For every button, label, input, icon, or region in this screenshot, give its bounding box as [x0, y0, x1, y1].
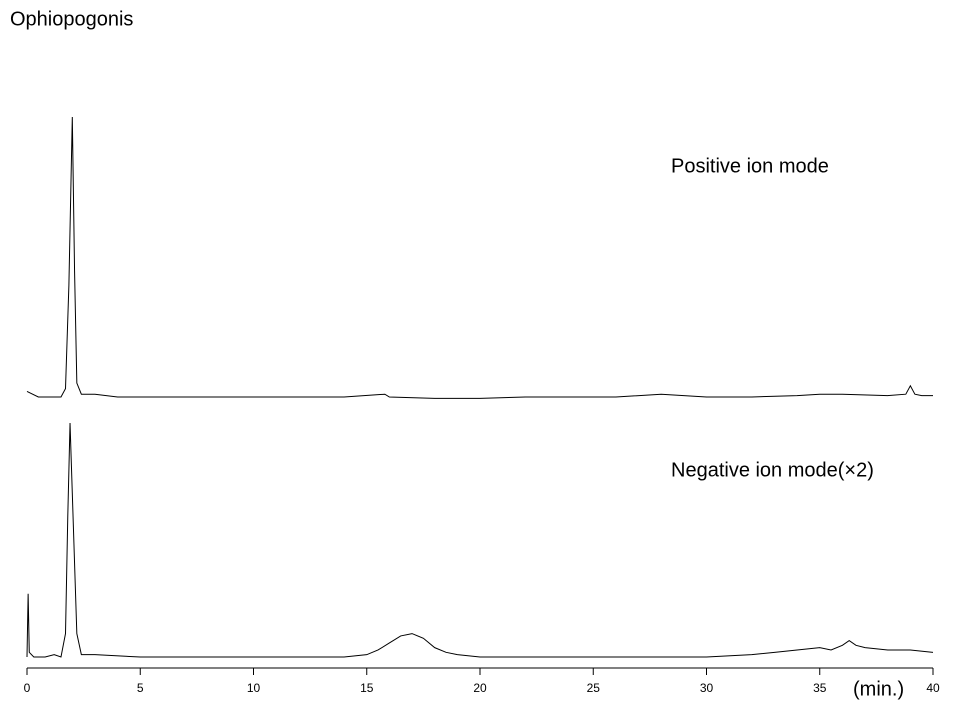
x-tick-label: 35 [813, 681, 827, 695]
annotation: Positive ion mode [671, 155, 829, 177]
x-tick-label: 30 [700, 681, 714, 695]
annotation: Negative ion mode(×2) [671, 459, 874, 481]
x-tick-label: 20 [473, 681, 487, 695]
trace [26, 116, 933, 399]
trace [26, 422, 934, 658]
chart-title: Ophiopogonis [10, 8, 133, 30]
x-tick-label: 10 [247, 681, 261, 695]
x-tick-label: 0 [24, 681, 31, 695]
x-tick-label: 25 [587, 681, 601, 695]
x-axis-label: (min.) [853, 678, 904, 700]
x-tick-label: 5 [137, 681, 144, 695]
x-tick-label: 15 [360, 681, 374, 695]
x-tick-label: 40 [926, 681, 940, 695]
